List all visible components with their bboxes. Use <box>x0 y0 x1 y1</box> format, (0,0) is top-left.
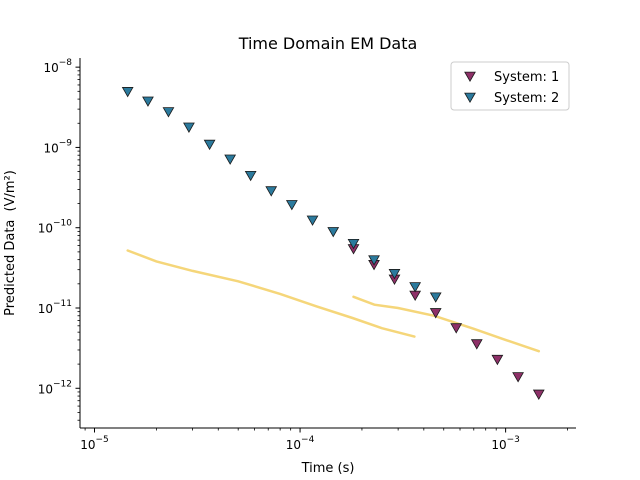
series-2-point-11 <box>327 227 340 238</box>
legend-label-system-2: System: 2 <box>494 91 559 106</box>
series-2-point-9 <box>285 200 298 211</box>
series-2-point-16 <box>429 292 442 303</box>
series-2-point-8 <box>265 186 278 197</box>
y-tick-label: 10−12 <box>38 379 72 396</box>
series-2-point-15 <box>409 282 422 293</box>
curve-1 <box>126 249 416 338</box>
x-axis-label: Time (s) <box>301 461 355 476</box>
series-1-point-6 <box>450 323 463 334</box>
y-axis-label-unit: (V/m²) <box>3 170 18 211</box>
chart-title: Time Domain EM Data <box>238 34 418 53</box>
y-tick-label: 10−10 <box>38 219 73 236</box>
series-2-point-13 <box>368 255 380 266</box>
series-2-point-1 <box>121 87 134 98</box>
curve-2 <box>352 295 541 353</box>
y-tick-label: 10−9 <box>43 138 72 155</box>
x-tick-label: 10−3 <box>491 435 520 452</box>
x-tick-label: 10−5 <box>80 435 109 452</box>
series-2-point-10 <box>306 215 319 226</box>
x-tick-label: 10−4 <box>286 435 315 452</box>
series-1-point-5 <box>429 308 442 319</box>
series-2-point-14 <box>388 269 401 280</box>
y-tick-label: 10−8 <box>43 58 72 75</box>
points-layer <box>121 87 545 400</box>
series-2-point-12 <box>347 238 360 250</box>
series-1-point-9 <box>512 372 524 383</box>
legend-frame <box>450 61 570 111</box>
series-1-point-7 <box>470 339 483 350</box>
curves-layer <box>126 249 541 353</box>
series-2-point-5 <box>203 139 216 151</box>
series-2-point-7 <box>244 170 257 182</box>
legend: System: 1 System: 2 <box>450 61 570 111</box>
y-tick-label: 10−11 <box>38 299 72 316</box>
series-2-point-2 <box>142 96 154 107</box>
y-axis-label: Predicted Data (V/m²) <box>3 170 18 316</box>
series-1-point-8 <box>491 354 504 366</box>
legend-marker-system-1 <box>464 71 476 83</box>
y-axis-label-text: Predicted Data <box>3 220 18 316</box>
series-2-point-6 <box>224 154 237 165</box>
y-ticks: 10−12 10−11 10−10 10−9 10−8 <box>38 58 80 421</box>
x-ticks: 10−5 10−4 10−3 <box>80 428 568 452</box>
y-axis-label-group: Predicted Data (V/m²) <box>3 170 18 316</box>
series-2-point-4 <box>183 122 195 133</box>
legend-marker-system-2 <box>464 92 476 104</box>
series-1-point-10 <box>532 389 545 400</box>
legend-label-system-1: System: 1 <box>494 70 559 85</box>
series-2-point-3 <box>162 107 175 118</box>
